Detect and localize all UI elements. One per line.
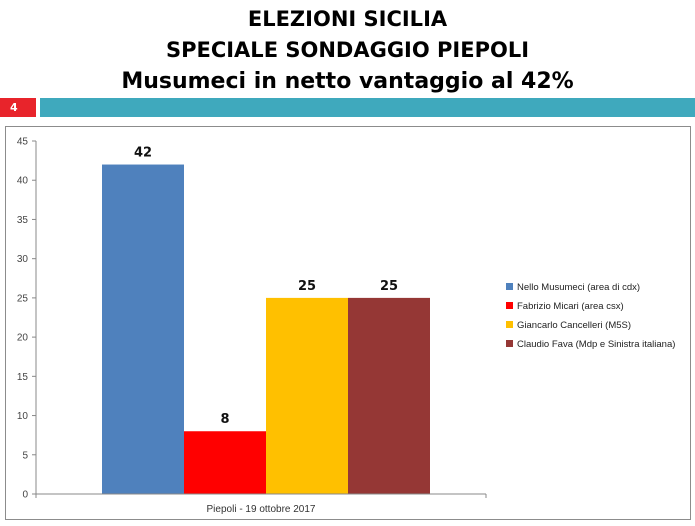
bar-chart: 0 5 10 15 20 25 30 35 40 45 42 8 25 25 Piepoli - 19 …	[17, 137, 676, 516]
y-tick-label: 20	[17, 333, 29, 344]
slide-title: ELEZIONI SICILIA SPECIALE SONDAGGIO PIEP…	[0, 4, 695, 98]
legend-label: Giancarlo Cancelleri (M5S)	[517, 320, 631, 331]
y-axis: 0 5 10 15 20 25 30 35 40 45	[17, 137, 37, 501]
legend-swatch	[506, 302, 513, 309]
chart-frame: 0 5 10 15 20 25 30 35 40 45 42 8 25 25 Piepoli - 19 …	[5, 126, 691, 520]
legend-label: Claudio Fava (Mdp e Sinistra italiana)	[517, 339, 675, 350]
y-tick-label: 10	[17, 411, 29, 422]
y-tick-label: 0	[22, 490, 28, 501]
legend: Nello Musumeci (area di cdx) Fabrizio Mic…	[506, 282, 675, 350]
x-category-label: Piepoli - 19 ottobre 2017	[207, 504, 316, 515]
legend-label: Nello Musumeci (area di cdx)	[517, 282, 640, 293]
y-tick-label: 15	[17, 372, 29, 383]
y-tick-label: 40	[17, 176, 29, 187]
slide-number-badge: 4	[0, 98, 36, 117]
bars	[102, 164, 430, 494]
title-line-3: Musumeci in netto vantaggio al 42%	[121, 69, 574, 94]
legend-swatch	[506, 340, 513, 347]
bar-4	[348, 297, 430, 494]
y-tick-label: 35	[17, 215, 29, 226]
y-tick-label: 45	[17, 137, 29, 148]
bar-value-label: 25	[298, 279, 316, 294]
data-labels: 42 8 25 25	[134, 146, 398, 428]
bar-2	[184, 431, 266, 494]
title-line-2: SPECIALE SONDAGGIO PIEPOLI	[165, 38, 530, 62]
title-line-1: ELEZIONI SICILIA	[247, 7, 448, 31]
bar-value-label: 8	[220, 412, 229, 427]
y-tick-label: 25	[17, 293, 29, 304]
legend-swatch	[506, 321, 513, 328]
legend-label: Fabrizio Micari (area csx)	[517, 301, 624, 312]
y-tick-label: 30	[17, 254, 29, 265]
accent-bar	[40, 98, 695, 117]
x-axis: Piepoli - 19 ottobre 2017	[35, 493, 487, 515]
bar-value-label: 42	[134, 146, 152, 161]
bar-value-label: 25	[380, 279, 398, 294]
bar-1	[102, 164, 184, 494]
y-tick-label: 5	[22, 450, 28, 461]
bar-3	[266, 297, 348, 494]
legend-swatch	[506, 283, 513, 290]
